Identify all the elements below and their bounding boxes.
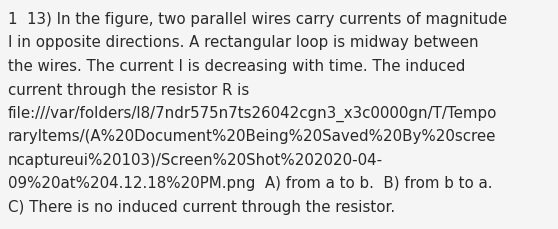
- Text: the wires. The current I is decreasing with time. The induced: the wires. The current I is decreasing w…: [8, 59, 465, 74]
- Text: 1  13) In the figure, two parallel wires carry currents of magnitude: 1 13) In the figure, two parallel wires …: [8, 12, 507, 27]
- Text: ncaptureui%20103)/Screen%20Shot%202020-04-: ncaptureui%20103)/Screen%20Shot%202020-0…: [8, 152, 383, 167]
- Text: 09%20at%204.12.18%20PM.png  A) from a to b.  B) from b to a.: 09%20at%204.12.18%20PM.png A) from a to …: [8, 176, 493, 191]
- Text: I in opposite directions. A rectangular loop is midway between: I in opposite directions. A rectangular …: [8, 35, 479, 50]
- Text: current through the resistor R is: current through the resistor R is: [8, 82, 249, 97]
- Text: raryItems/(A%20Document%20Being%20Saved%20By%20scree: raryItems/(A%20Document%20Being%20Saved%…: [8, 129, 497, 144]
- Text: C) There is no induced current through the resistor.: C) There is no induced current through t…: [8, 199, 395, 214]
- Text: file:///var/folders/l8/7ndr575n7ts26042cgn3_x3c0000gn/T/Tempo: file:///var/folders/l8/7ndr575n7ts26042c…: [8, 106, 497, 122]
